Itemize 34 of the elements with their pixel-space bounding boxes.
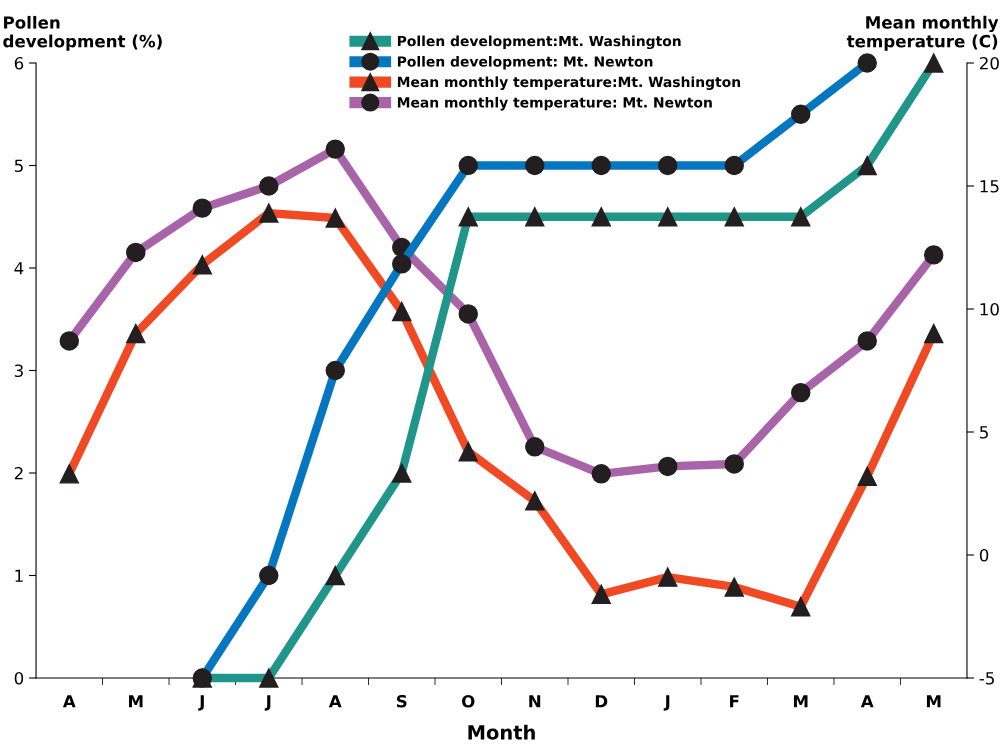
x-tick-label: N <box>529 695 541 708</box>
x-tick-label: M <box>129 695 143 708</box>
x-tick-label: J <box>264 695 271 711</box>
x-tick-label: S <box>396 694 407 708</box>
y2-tick-label: -5 <box>979 672 994 685</box>
x-tick-label: A <box>62 695 76 708</box>
x-tick-label: J <box>198 695 204 711</box>
y-tick-label: 5 <box>14 159 23 173</box>
x-tick-label: J <box>663 695 670 711</box>
x-tick-label: M <box>793 695 808 708</box>
y-tick-label: 4 <box>14 262 24 275</box>
legend-label: Pollen development:Mt. Washington <box>397 35 681 50</box>
y-tick-label: 3 <box>14 364 23 378</box>
y2-tick-label: 20 <box>979 56 999 70</box>
y2-tick-label: 0 <box>979 548 989 562</box>
legend-label: Pollen development: Mt. Newton <box>397 56 653 70</box>
y-axis-title: Pollen development (%) <box>3 15 162 51</box>
y2-axis-title: Mean monthly temperature (C) <box>846 15 999 51</box>
x-tick-label: O <box>462 694 475 708</box>
x-tick-label: M <box>926 695 941 708</box>
x-tick-label: A <box>328 695 342 708</box>
y2-tick-label: 10 <box>980 302 999 316</box>
x-tick-label: A <box>860 695 874 708</box>
x-axis-title: Month <box>468 724 535 740</box>
legend-label: Mean monthly temperature:Mt. Washington <box>397 76 741 90</box>
y-tick-label: 2 <box>14 466 23 480</box>
y2-tick-label: 5 <box>980 426 988 439</box>
y-tick-label: 6 <box>14 56 24 70</box>
y-tick-label: 1 <box>15 569 23 582</box>
y2-tick-label: 15 <box>980 180 999 193</box>
x-tick-label: F <box>730 695 739 708</box>
y-tick-label: 0 <box>14 671 24 685</box>
x-tick-label: D <box>595 695 608 708</box>
legend-label: Mean monthly temperature: Mt. Newton <box>397 96 712 111</box>
